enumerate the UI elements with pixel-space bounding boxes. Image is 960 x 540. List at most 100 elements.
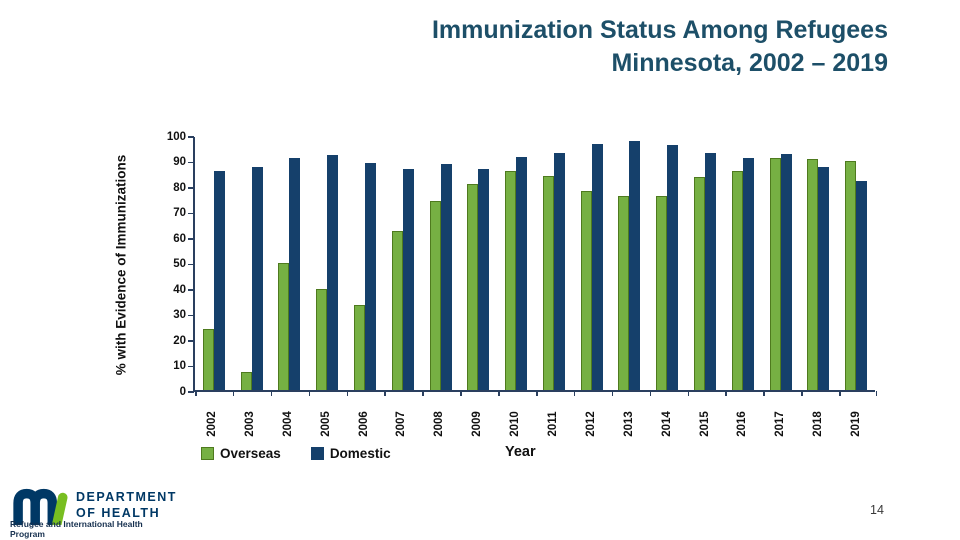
x-axis-label-text: 2009 <box>471 411 484 437</box>
x-axis-label-text: 2008 <box>433 411 446 437</box>
x-axis-tick <box>875 391 877 396</box>
logo-line2: OF HEALTH <box>76 505 161 520</box>
x-axis-label-text: 2011 <box>546 411 559 437</box>
y-axis-tick-label: 20 <box>173 334 186 347</box>
domestic-bar-2002 <box>213 170 225 390</box>
slide-title-line2: Minnesota, 2002 – 2019 <box>611 48 888 77</box>
bar-group-2015 <box>686 137 724 390</box>
x-axis-label-text: 2018 <box>812 411 825 437</box>
x-axis-label-text: 2002 <box>205 411 218 437</box>
domestic-bar-2007 <box>402 169 414 390</box>
x-axis-label-text: 2016 <box>736 411 749 437</box>
domestic-bar-2010 <box>516 156 528 390</box>
domestic-bar-2003 <box>251 166 263 390</box>
y-axis-tick-label: 80 <box>173 181 186 194</box>
domestic-bar-2017 <box>780 154 792 390</box>
legend-label: Overseas <box>220 446 281 461</box>
x-axis-label-text: 2017 <box>774 411 787 437</box>
bar-groups <box>195 137 875 390</box>
overseas-bar-2002 <box>202 328 214 390</box>
x-axis-label-text: 2015 <box>698 411 711 437</box>
y-axis-tick-label: 60 <box>173 232 186 245</box>
x-axis-label-text: 2013 <box>622 411 635 437</box>
chart-legend: Overseas Domestic <box>201 446 391 461</box>
legend-swatch-domestic <box>310 447 324 460</box>
y-axis-tick <box>188 365 194 368</box>
x-axis-tick <box>346 391 349 396</box>
x-axis-label-2010: 2010 <box>496 400 534 448</box>
bar-group-2009 <box>459 137 497 390</box>
overseas-bar-2010 <box>505 170 517 390</box>
y-axis-tick <box>188 289 194 291</box>
page-number: 14 <box>870 503 884 517</box>
overseas-bar-2008 <box>429 201 441 390</box>
overseas-bar-2019 <box>845 160 857 390</box>
bar-group-2017 <box>762 137 800 390</box>
x-axis-tick <box>725 391 727 396</box>
x-axis-tick <box>536 391 538 396</box>
x-axis-label-text: 2019 <box>850 411 863 437</box>
bar-group-2004 <box>271 137 309 390</box>
y-axis-tick <box>188 238 194 240</box>
y-axis-title-text: % with Evidence of Immunizations <box>113 154 129 375</box>
footer-logo: DEPARTMENT OF HEALTH <box>10 487 177 525</box>
y-axis-tick <box>188 391 194 393</box>
domestic-bar-2014 <box>667 145 679 390</box>
domestic-bar-2016 <box>742 158 754 390</box>
mdh-mn-logo-icon <box>13 488 68 525</box>
plot-area <box>188 136 877 396</box>
x-axis-label-2008: 2008 <box>420 400 458 448</box>
y-axis-tick-label: 70 <box>173 207 186 219</box>
overseas-bar-2018 <box>807 159 819 390</box>
bar-group-2011 <box>535 137 573 390</box>
x-axis-label-2015: 2015 <box>686 400 724 448</box>
overseas-bar-2009 <box>467 183 479 390</box>
legend-label: Domestic <box>329 446 391 461</box>
x-axis-label-2014: 2014 <box>648 400 686 448</box>
y-axis-tick <box>188 263 194 266</box>
bar-group-2010 <box>497 137 535 390</box>
x-axis-tick <box>763 391 765 396</box>
overseas-bar-2015 <box>694 177 706 390</box>
x-axis-tick <box>498 391 500 396</box>
y-axis-tick <box>188 161 194 164</box>
x-axis-tick <box>422 391 424 396</box>
bar-group-2002 <box>195 137 233 390</box>
bar-group-2018 <box>800 137 838 390</box>
x-axis-label-2005: 2005 <box>307 400 345 448</box>
x-axis-tick <box>801 391 803 396</box>
x-axis-label-text: 2006 <box>357 411 370 437</box>
overseas-bar-2016 <box>731 170 743 390</box>
y-axis-tick-label: 90 <box>173 156 186 168</box>
x-axis-label-2017: 2017 <box>761 400 799 448</box>
x-axis-label-2011: 2011 <box>534 400 572 448</box>
x-axis-tick <box>611 391 614 396</box>
x-axis-tick <box>195 391 197 396</box>
x-axis-label-2002: 2002 <box>193 400 231 448</box>
domestic-bar-2009 <box>478 169 490 390</box>
domestic-bar-2019 <box>856 180 868 390</box>
logo-program-subtext: Refugee and International Health Program <box>10 519 143 539</box>
x-axis-label-text: 2012 <box>584 411 597 437</box>
x-axis-label-2019: 2019 <box>837 400 875 448</box>
logo-wordmark: DEPARTMENT OF HEALTH <box>76 487 177 521</box>
domestic-bar-2015 <box>705 152 717 390</box>
bar-group-2012 <box>573 137 611 390</box>
x-axis-label-2016: 2016 <box>723 400 761 448</box>
x-axis-labels: 2002 2003 2004 2005 2006 2007 2008 2009 2010 2011… <box>193 400 875 448</box>
domestic-bar-2018 <box>818 166 830 390</box>
slide-title: Immunization Status Among Refugees Minne… <box>432 14 888 79</box>
x-axis-label-2012: 2012 <box>572 400 610 448</box>
slide-title-line1: Immunization Status Among Refugees <box>431 16 888 44</box>
x-axis-label-text: 2010 <box>509 411 522 437</box>
x-axis-label-2018: 2018 <box>799 400 837 448</box>
x-axis-tick <box>573 391 576 396</box>
x-axis-label-2007: 2007 <box>382 400 420 448</box>
y-axis-labels: 0 10 20 30 40 50 60 70 80 90 100 <box>146 131 186 398</box>
x-axis-tick <box>270 391 273 396</box>
x-axis-label-text: 2014 <box>660 411 673 437</box>
x-axis-tick <box>308 391 311 396</box>
bar-group-2003 <box>233 137 271 390</box>
y-axis-tick-label: 40 <box>173 283 186 296</box>
